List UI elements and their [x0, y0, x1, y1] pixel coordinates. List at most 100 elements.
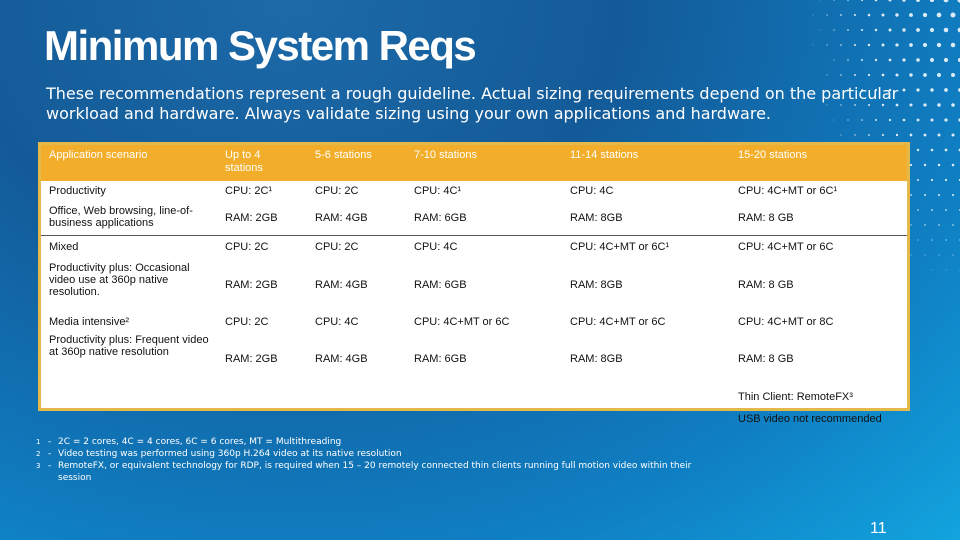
- table-cell: RAM: 8 GB: [738, 353, 794, 365]
- decorative-dot: [922, 42, 928, 48]
- decorative-dot: [957, 57, 960, 63]
- decorative-dot: [861, 89, 863, 91]
- decorative-dot: [840, 104, 842, 106]
- decorative-dot: [924, 254, 926, 256]
- decorative-dot: [902, 0, 906, 2]
- decorative-dot: [895, 43, 899, 47]
- decorative-dot: [916, 88, 920, 92]
- decorative-dot: [888, 0, 892, 2]
- footnote-item: 3 - RemoteFX, or equivalent technology f…: [36, 460, 726, 484]
- decorative-dot: [833, 89, 835, 91]
- footnote-marker: 3: [36, 462, 41, 470]
- footnote-marker: 1: [36, 438, 41, 446]
- table-cell: RAM: 4GB: [315, 353, 368, 365]
- table-cell: CPU: 4C+MT or 6C¹: [570, 241, 670, 253]
- table-cell: CPU: 4C+MT or 6C: [570, 316, 666, 328]
- decorative-dot: [881, 133, 885, 137]
- decorative-dot: [874, 28, 878, 32]
- table-cell: RAM: 6GB: [414, 279, 467, 291]
- decorative-dot: [874, 58, 878, 62]
- decorative-dot: [917, 239, 919, 241]
- table-cell: RAM: 8GB: [570, 279, 623, 291]
- decorative-dot: [895, 103, 899, 107]
- decorative-dot: [957, 27, 960, 33]
- decorative-dot: [854, 134, 856, 136]
- decorative-dot: [944, 88, 948, 92]
- page-number: 11: [870, 520, 887, 537]
- decorative-dot: [937, 133, 941, 137]
- table-cell: RAM: 2GB: [217, 201, 307, 236]
- decorative-dot: [860, 28, 864, 32]
- decorative-dot: [888, 58, 892, 62]
- decorative-dot: [931, 209, 933, 211]
- header-5-6-stations: 5-6 stations: [315, 149, 372, 161]
- decorative-dot-pattern: [812, 0, 960, 271]
- table-row: Mixed CPU: 2C CPU: 2C CPU: 4C CPU: 4C+MT…: [41, 236, 907, 259]
- decorative-dot: [860, 0, 864, 2]
- decorative-dot: [867, 43, 871, 47]
- table-notes-row: Thin Client: RemoteFX³ USB video not rec…: [41, 386, 907, 428]
- decorative-dot: [888, 28, 892, 32]
- decorative-dot: [909, 73, 913, 77]
- decorative-dot: [951, 73, 955, 77]
- decorative-dot: [937, 163, 941, 167]
- decorative-dot: [952, 254, 954, 256]
- decorative-dot: [938, 254, 940, 256]
- table-cell: RAM: 8GB: [562, 201, 730, 236]
- header-15-20-stations: 15-20 stations: [738, 149, 808, 161]
- decorative-dot: [916, 148, 920, 152]
- decorative-dot: [917, 209, 919, 211]
- decorative-dot: [854, 74, 856, 76]
- header-7-10-stations: 7-10 stations: [414, 149, 477, 161]
- decorative-dot: [945, 209, 947, 211]
- header-up-to-4-stations: Up to 4 stations: [225, 149, 263, 174]
- table-cell: RAM: 8 GB: [730, 201, 907, 236]
- table-cell: CPU: 4C+MT or 6C¹: [738, 185, 838, 197]
- header-application-scenario: Application scenario: [49, 149, 148, 161]
- decorative-dot: [888, 118, 892, 122]
- decorative-dot: [923, 73, 927, 77]
- decorative-dot: [888, 88, 892, 92]
- decorative-dot: [923, 163, 927, 167]
- decorative-dot: [833, 29, 835, 31]
- scenario-cell: Productivity: [49, 185, 106, 197]
- table-cell: CPU: 4C¹: [414, 185, 462, 197]
- table-cell: CPU: 2C¹: [225, 185, 273, 197]
- decorative-dot: [916, 28, 920, 32]
- decorative-dot: [945, 239, 947, 241]
- decorative-dot: [938, 224, 940, 226]
- decorative-dot: [930, 178, 934, 182]
- decorative-dot: [930, 58, 934, 62]
- decorative-dot: [944, 148, 948, 152]
- decorative-dot: [812, 44, 814, 46]
- decorative-dot: [943, 57, 949, 63]
- decorative-dot: [924, 224, 926, 226]
- decorative-dot: [936, 12, 942, 18]
- decorative-dot: [929, 27, 935, 33]
- decorative-dot: [840, 134, 842, 136]
- decorative-dot: [950, 12, 956, 18]
- decorative-dot: [916, 118, 920, 122]
- footnote-item: 1 - 2C = 2 cores, 4C = 4 cores, 6C = 6 c…: [36, 436, 726, 448]
- footnote-text: RemoteFX, or equivalent technology for R…: [58, 461, 692, 483]
- table-row: Media intensive² CPU: 2C CPU: 4C CPU: 4C…: [41, 312, 907, 332]
- decorative-dot: [847, 89, 849, 91]
- table-row: Productivity plus: Frequent video at 360…: [41, 332, 907, 386]
- decorative-dot: [895, 73, 899, 77]
- table-cell: CPU: 2C: [225, 241, 269, 253]
- decorative-dot: [854, 104, 856, 106]
- decorative-dot: [930, 148, 934, 152]
- table-cell: RAM: 6GB: [406, 201, 562, 236]
- decorative-dot: [861, 59, 863, 61]
- scenario-cell: Media intensive²: [49, 316, 130, 328]
- decorative-dot: [952, 224, 954, 226]
- decorative-dot: [840, 74, 842, 76]
- table-cell: CPU: 4C: [414, 241, 458, 253]
- decorative-dot: [826, 14, 828, 16]
- table-cell: RAM: 4GB: [315, 279, 368, 291]
- table-header-row: Application scenario Up to 4 stations 5-…: [41, 145, 907, 181]
- decorative-dot: [909, 163, 913, 167]
- table-cell: RAM: 8 GB: [738, 279, 794, 291]
- decorative-dot: [943, 0, 949, 3]
- decorative-dot: [945, 269, 947, 271]
